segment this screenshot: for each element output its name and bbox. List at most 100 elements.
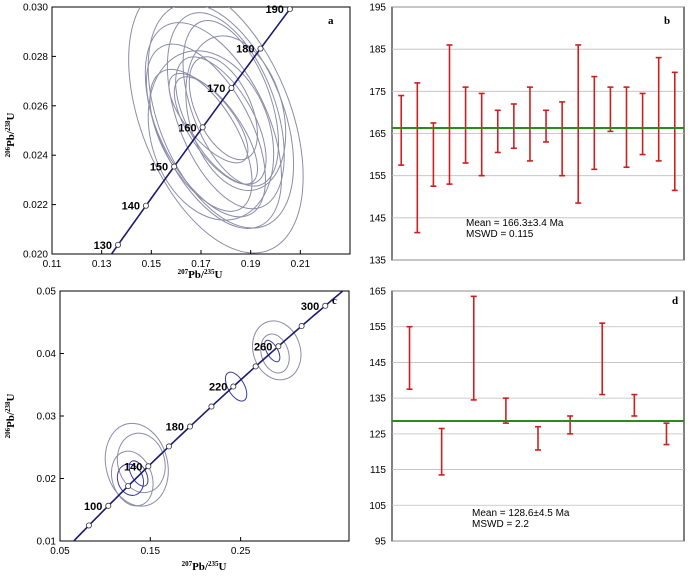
panel-c-x-tick-label-0: 0.05 [50,546,70,557]
panel-a-x-ticks: 0.11 0.13 0.15 0.17 0.19 0.21 [43,250,311,270]
panel-c-xlabel-mid: Pb/ [192,561,209,573]
panel-b-plot-area [392,6,684,261]
panel-b-y-tick-label-4: 175 [369,87,386,98]
panel-b-y-ticks: 135 145 155 165 175 185 195 [369,3,386,267]
panel-c-age-label-300: 300 [301,301,319,313]
panel-c-y-tick-label-2: 0.03 [37,412,57,423]
panel-c-age-marker-280 [298,323,305,330]
panel-a-x-tick-label-0: 0.11 [43,259,62,270]
panel-a-x-axis-title: 207Pb/235U [178,268,223,281]
panel-d-y-tick-label-0: 95 [375,537,387,548]
panel-c-ellipse-6 [252,320,302,381]
panel-d-mswd-text: MSWD = 2.2 [472,519,529,530]
panel-a-y-tick-label-5: 0.030 [23,3,48,14]
panel-a-xlabel-sup1: 207 [178,268,189,276]
panel-a-ylabel-sup2: 238 [4,120,12,131]
panel-c-age-marker-200 [208,403,215,410]
panel-c-y-tick-label-3: 0.04 [37,349,57,360]
panel-c-y-tick-label-0: 0.01 [37,537,57,548]
panel-d: 95 105 115 125 135 145 155 165 d Mean = 128.6±4… [369,287,685,548]
panel-c-clipped-group [72,291,345,541]
panel-c-plot-area: 100 140 180 220 260 300 [72,291,345,541]
panel-c-frame [59,290,350,542]
panel-d-mean-text: Mean = 128.6±4.5 Ma [472,508,570,519]
panel-d-y-tick-label-1: 105 [369,501,386,512]
panel-a-age-marker-190 [286,7,293,13]
panel-c-x-ticks: 0.05 0.15 0.25 [50,537,251,557]
panel-a-ellipse-0 [128,7,304,254]
panel-a-x-tick-label-2: 0.15 [142,259,162,270]
panel-c-age-marker-180 [187,423,194,430]
panel-c-age-marker-240 [252,363,259,370]
panel-a-x-tick-label-5: 0.21 [291,259,311,270]
panel-a-ellipse-7 [175,56,267,185]
panel-c-x-tick-label-2: 0.25 [231,546,251,557]
panel-c-age-label-180: 180 [166,422,184,434]
panel-a-ellipse-10 [173,76,258,185]
panel-c-ellipse-1 [116,432,166,494]
panel-a-ellipse-4 [145,43,266,218]
panel-c-ylabel-sup2: 238 [4,401,12,412]
panel-a-age-marker-170 [228,84,235,91]
panel-d-y-tick-label-6: 155 [369,322,386,333]
panel-a-age-label-140: 140 [122,201,140,213]
panel-d-y-tick-label-2: 115 [370,465,386,476]
panel-a-ylabel-end: U [5,113,17,121]
panel-b-mswd-text: MSWD = 0.115 [466,229,534,240]
panel-a-letter: a [328,15,334,27]
panel-c-x-axis-title: 207Pb/235U [182,560,227,573]
panel-d-y-tick-label-3: 125 [369,429,386,440]
panel-b-y-tick-label-2: 155 [369,171,386,182]
panel-a-xlabel-sup2: 235 [204,268,215,276]
panel-a-ellipse-6 [147,50,275,221]
panel-b-y-tick-label-3: 165 [369,129,386,140]
panel-c-ellipse-3 [116,463,145,496]
panel-b-mean-text: Mean = 166.3±3.4 Ma [466,218,564,229]
panel-c-age-label-100: 100 [84,501,102,513]
panel-c-y-ticks: 0.01 0.02 0.03 0.04 0.05 [37,287,64,548]
panel-a-age-marker-130 [115,241,122,248]
panel-a-ellipse-2 [144,22,283,229]
panel-a-age-marker-140 [142,202,149,209]
panel-b: 135 145 155 165 175 185 195 b Mean = 166.3±3.4… [369,3,685,267]
panel-c-y-tick-label-4: 0.05 [37,287,57,298]
panel-a-x-tick-label-3: 0.17 [191,259,211,270]
panel-b-y-tick-label-1: 145 [369,213,386,224]
panel-a-ellipse-9 [185,35,287,192]
panel-d-y-tick-label-7: 165 [369,287,386,298]
panel-c-age-marker-160 [165,443,172,450]
panel-c-age-marker-120 [125,483,132,490]
panel-a-age-marker-160 [199,124,206,131]
panel-b-letter: b [664,15,670,27]
panel-a-x-tick-label-4: 0.19 [241,259,261,270]
panel-d-y-tick-label-4: 135 [369,394,386,405]
panel-c-age-label-140: 140 [124,461,142,473]
panel-a-y-tick-label-3: 0.026 [23,101,48,112]
panel-c-y-axis-title: 206Pb/238U [4,394,17,439]
panel-a-y-ticks: 0.020 0.022 0.024 0.026 0.028 0.030 [23,3,56,261]
panel-b-y-tick-label-6: 195 [369,3,386,14]
panel-a-age-marker-180 [257,45,264,52]
panel-a-y-tick-label-1: 0.022 [23,200,48,211]
panel-d-y-ticks: 95 105 115 125 135 145 155 165 [369,287,386,548]
panel-b-y-tick-label-0: 135 [369,256,386,267]
panel-c-ylabel-end: U [5,394,17,402]
panel-a-ylabel-mid: Pb/ [5,130,17,147]
panel-d-plot-area [392,290,684,542]
panel-c-age-marker-100 [105,502,112,509]
panel-c-age-label-220: 220 [209,382,227,394]
panel-a-x-tick-label-1: 0.13 [92,259,112,270]
panel-c-x-tick-label-1: 0.15 [141,546,161,557]
panel-a-age-label-160: 160 [178,122,196,134]
panel-c-age-marker-80 [85,522,92,529]
panel-c-age-marker-220 [230,383,237,390]
panel-c-ellipse-7 [260,333,290,374]
panel-c-ylabel-sup1: 206 [4,427,12,438]
panel-a-age-marker-150 [171,163,178,170]
panel-c-ellipse-2 [110,450,154,507]
panel-a-ellipse-3 [166,12,285,210]
